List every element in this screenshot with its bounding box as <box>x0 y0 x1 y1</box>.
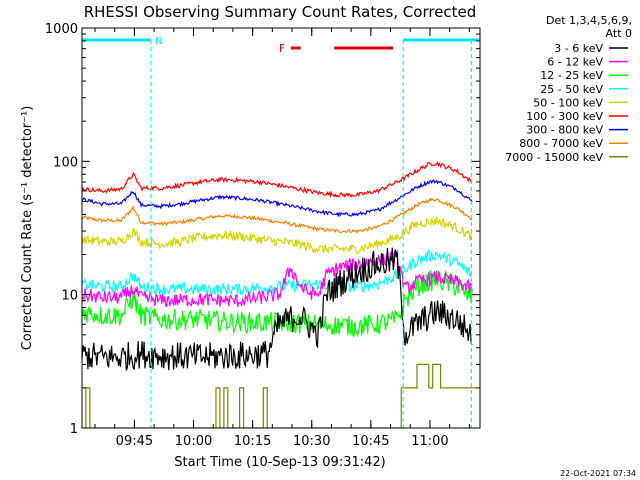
series-line-0 <box>82 247 473 371</box>
series-line-1 <box>82 249 473 308</box>
y-tick-label: 1 <box>70 422 78 437</box>
legend-header-line-2: Att 0 <box>606 27 632 40</box>
series-line-6 <box>82 179 473 218</box>
x-tick-label: 09:45 <box>116 434 153 449</box>
y-tick-label: 10 <box>61 289 78 304</box>
legend-entry-label: 3 - 6 keV <box>554 42 603 55</box>
timestamp: 22-Oct-2021 07:34 <box>560 469 636 478</box>
chart-title: RHESSI Observing Summary Count Rates, Co… <box>84 3 477 21</box>
legend-entry-label: 100 - 300 keV <box>526 110 603 123</box>
legend-entry-label: 800 - 7000 keV <box>519 137 603 150</box>
x-tick-label: 10:15 <box>234 434 271 449</box>
legend-entry-label: 7000 - 15000 keV <box>505 151 603 164</box>
series-layer <box>82 161 477 428</box>
marker-layer: NF <box>82 36 480 428</box>
axis-layer: 09:45 10:00 10:15 10:30 10:45 11:00 1 10 100 1000 <box>45 22 480 449</box>
plot-frame <box>81 27 481 429</box>
legend-entry-label: 6 - 12 keV <box>547 56 603 69</box>
y-tick-label: 100 <box>53 155 78 170</box>
legend-entry-label: 12 - 25 keV <box>540 69 603 82</box>
series-line-5 <box>82 161 473 199</box>
legend-entry-label: 50 - 100 keV <box>533 96 603 109</box>
series-line-8 <box>82 363 477 428</box>
flare-marker-label: F <box>279 42 285 55</box>
y-axis-label: Corrected Count Rate (s⁻¹ detector⁻¹) <box>20 106 35 351</box>
legend-entry-label: 25 - 50 keV <box>540 83 603 96</box>
legend-entry-label: 300 - 800 keV <box>526 124 603 137</box>
series-line-7 <box>82 197 473 234</box>
legend-header-line-1: Det 1,3,4,5,6,9, <box>546 14 632 27</box>
x-tick-label: 10:45 <box>352 434 389 449</box>
x-tick-label: 10:00 <box>175 434 212 449</box>
x-axis-label: Start Time (10-Sep-13 09:31:42) <box>174 455 385 470</box>
y-tick-label: 1000 <box>45 22 78 37</box>
series-line-2 <box>82 269 473 338</box>
series-line-4 <box>82 216 473 255</box>
x-tick-label: 10:30 <box>293 434 330 449</box>
night-marker-label: N <box>155 36 162 47</box>
x-tick-label: 11:00 <box>411 434 448 449</box>
